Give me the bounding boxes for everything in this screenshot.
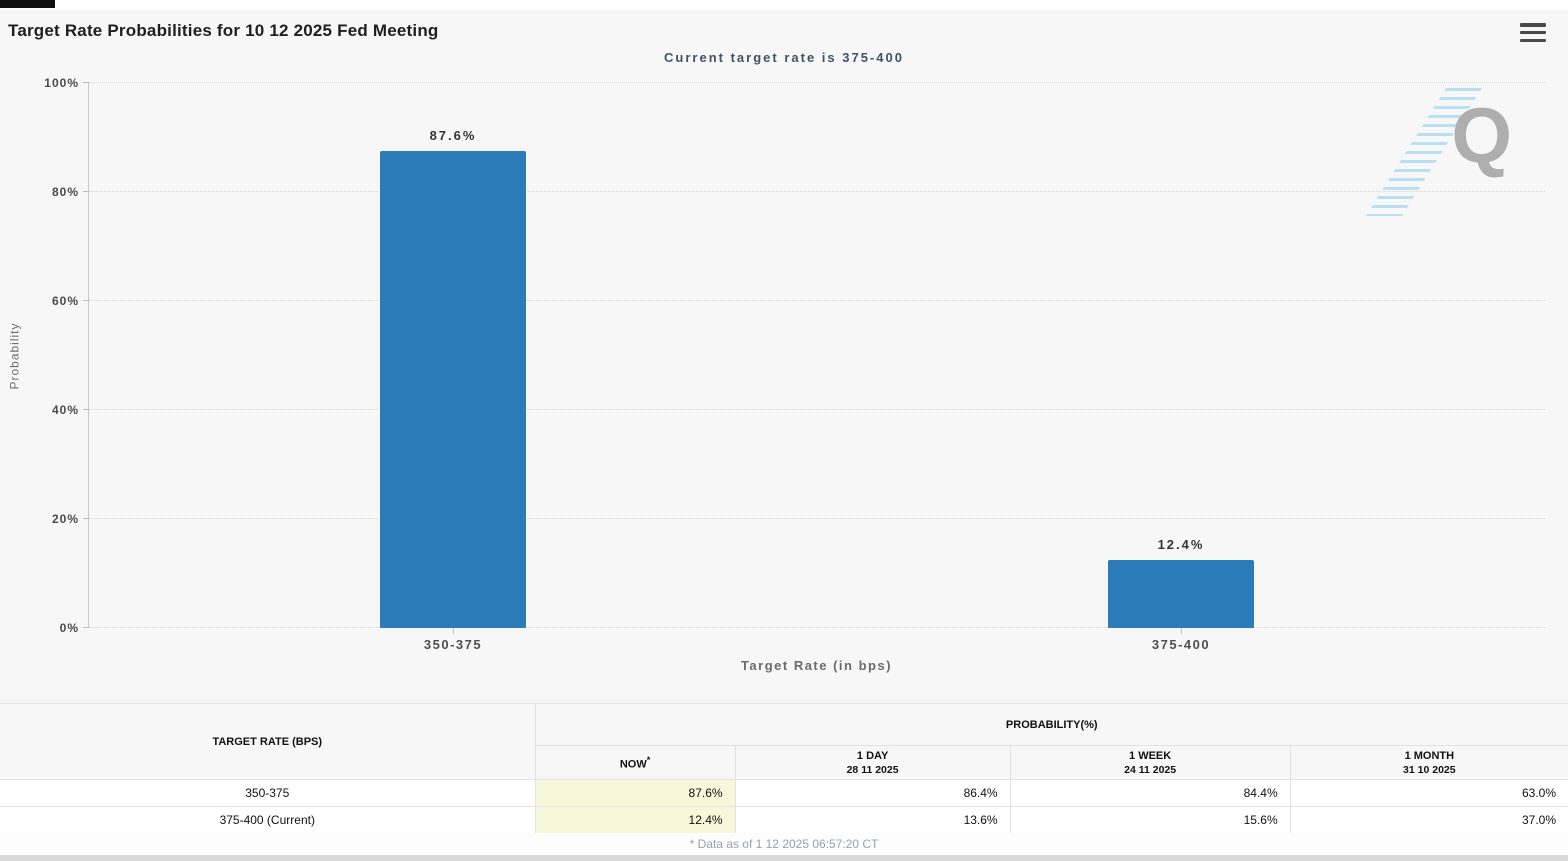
grid-line [89, 82, 1545, 83]
x-tick-label: 375-400 [1151, 637, 1211, 652]
month-probability-cell: 37.0% [1289, 806, 1568, 834]
bar-value-label: 87.6% [429, 127, 477, 143]
page-title: Target Rate Probabilities for 10 12 2025… [8, 21, 439, 40]
hamburger-icon [1520, 23, 1546, 27]
logo-q-letter: Q [1451, 91, 1512, 179]
quikstrike-logo: Q [1366, 88, 1516, 218]
data-asof-note: * Data as of 1 12 2025 06:57:20 CT [0, 833, 1568, 855]
y-tick-label: 60% [51, 294, 79, 308]
table-row: 350-375 87.6% 86.4% 84.4% 63.0% [0, 779, 1568, 807]
x-tick-mark [1181, 628, 1182, 634]
now-probability-cell: 12.4% [534, 806, 736, 834]
grid-line [89, 518, 1545, 519]
chart-subtitle: Current target rate is 375-400 [664, 50, 904, 65]
hamburger-icon [1520, 38, 1546, 42]
probability-table: TARGET RATE (BPS) PROBABILITY(%) NOW* 1 … [0, 703, 1568, 834]
grid-line [89, 300, 1545, 301]
grid-line [89, 627, 1545, 628]
bottom-bar [0, 855, 1568, 861]
top-strip [0, 0, 55, 8]
y-tick-mark [83, 409, 89, 410]
asterisk: * [646, 754, 651, 765]
y-tick-mark [83, 518, 89, 519]
bar-value-label: 12.4% [1157, 537, 1205, 553]
col-header-now: NOW* [535, 745, 736, 780]
target-rate-cell: 375-400 (Current) [0, 806, 536, 834]
x-tick-label: 350-375 [423, 637, 483, 652]
target-rate-cell: 350-375 [0, 779, 536, 807]
x-axis-title: Target Rate (in bps) [740, 658, 893, 673]
x-tick-mark [453, 628, 454, 634]
chart-menu-button[interactable] [1520, 23, 1546, 42]
y-tick-mark [83, 82, 89, 83]
y-tick-label: 40% [51, 403, 79, 417]
col-header-1day: 1 DAY 28 11 2025 [734, 745, 1011, 780]
y-tick-label: 0% [59, 621, 79, 635]
week-probability-cell: 84.4% [1009, 779, 1291, 807]
y-tick-mark [83, 191, 89, 192]
hamburger-icon [1520, 30, 1546, 35]
y-tick-label: 80% [51, 185, 79, 199]
bar-350-375[interactable] [380, 150, 526, 628]
grid-line [89, 409, 1545, 410]
day-probability-cell: 86.4% [734, 779, 1011, 807]
y-tick-mark [83, 300, 89, 301]
y-tick-label: 100% [44, 76, 79, 90]
week-probability-cell: 15.6% [1009, 806, 1291, 834]
bar-375-400[interactable] [1108, 560, 1254, 628]
plot-area: 87.6% 350-375 12.4% 375-400 [83, 82, 1545, 652]
col-header-target-rate: TARGET RATE (BPS) [0, 703, 536, 780]
y-tick-label: 20% [51, 512, 79, 526]
col-header-1month: 1 MONTH 31 10 2025 [1289, 745, 1568, 780]
col-group-header-probability: PROBABILITY(%) [534, 703, 1568, 746]
col-header-1week: 1 WEEK 24 11 2025 [1009, 745, 1291, 780]
now-probability-cell: 87.6% [534, 779, 736, 807]
y-axis: 0% 20% 40% 60% 80% 100% [0, 76, 88, 635]
table-row: 375-400 (Current) 12.4% 13.6% 15.6% 37.0… [0, 806, 1568, 834]
y-tick-mark [83, 627, 89, 628]
day-probability-cell: 13.6% [734, 806, 1011, 834]
grid-line [89, 191, 1545, 192]
chart-panel-background [0, 10, 1568, 703]
month-probability-cell: 63.0% [1289, 779, 1568, 807]
